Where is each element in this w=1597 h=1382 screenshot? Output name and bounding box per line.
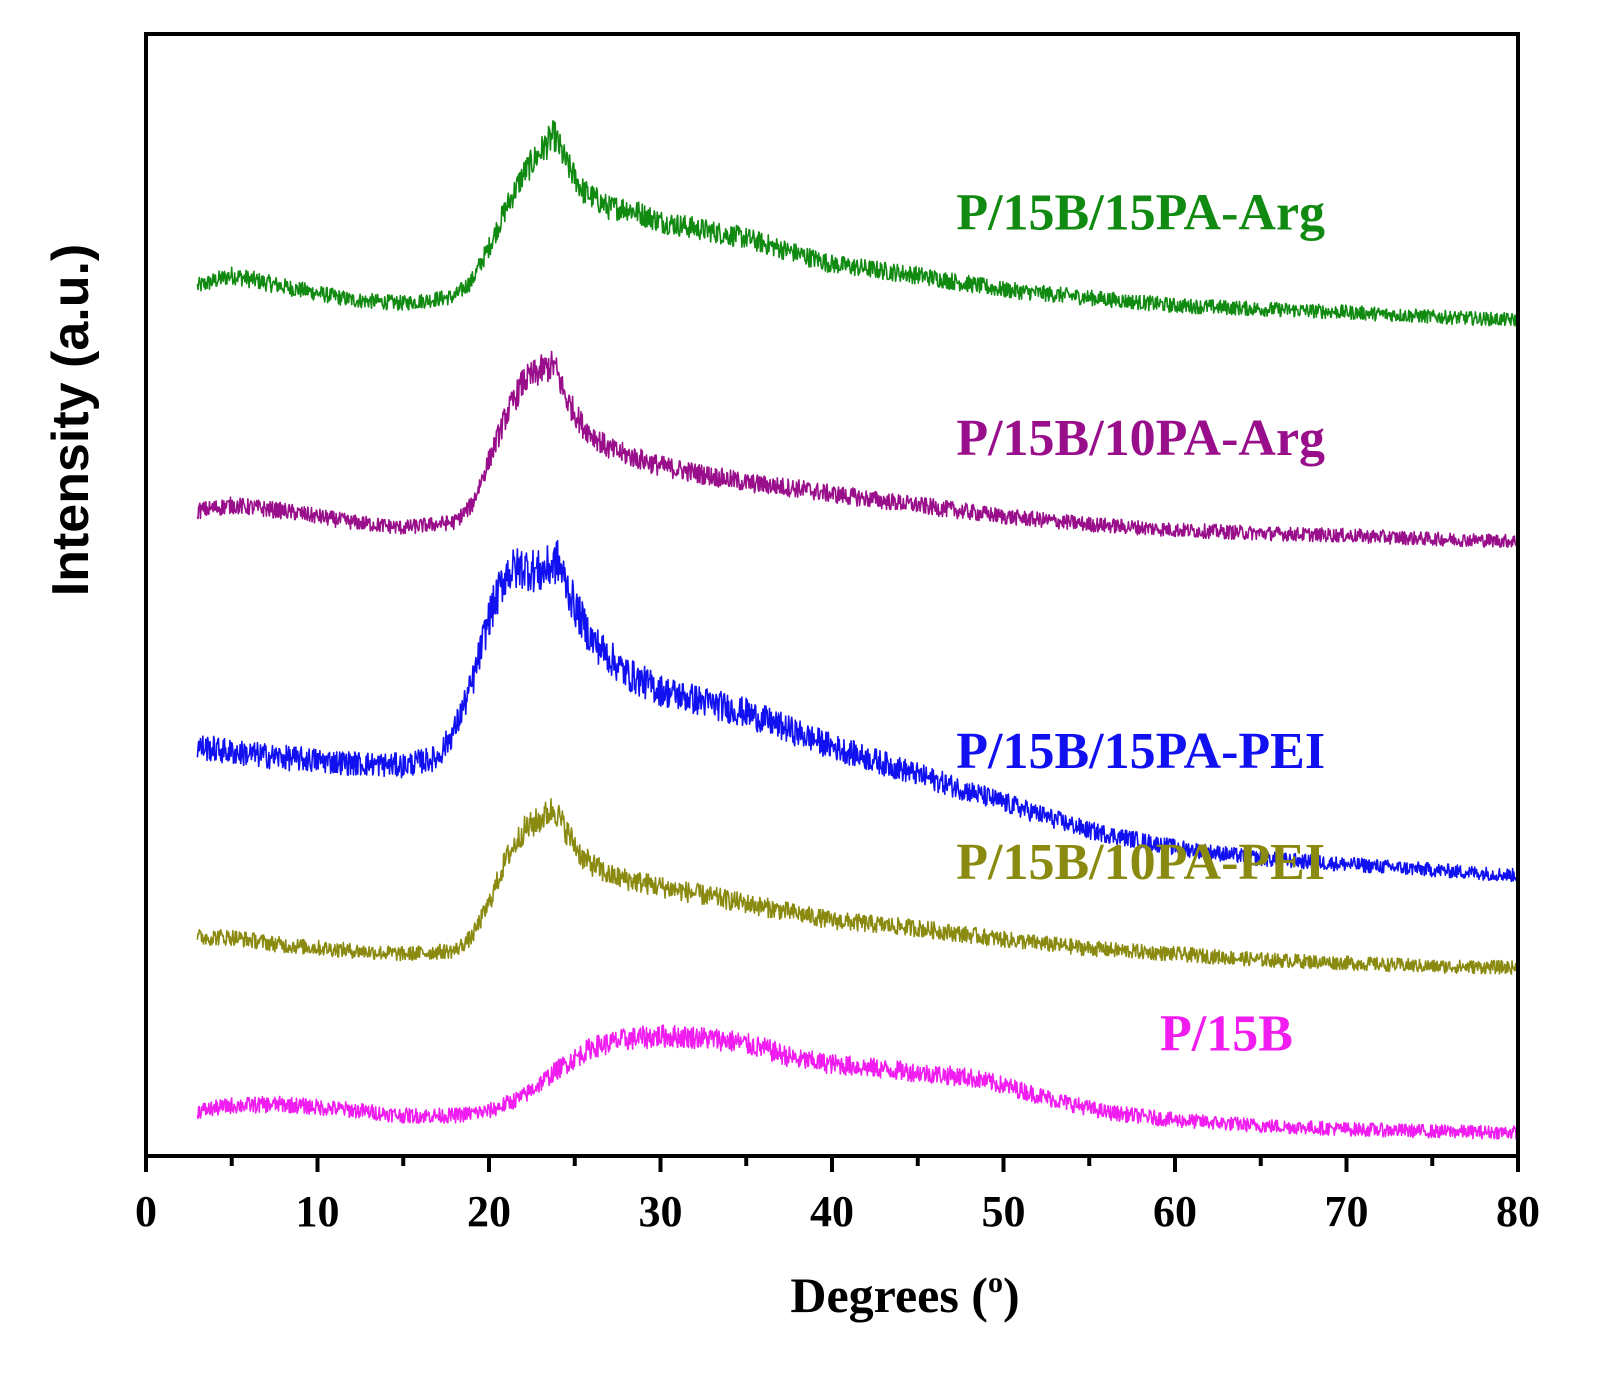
x-tick-label: 70 xyxy=(1325,1187,1369,1236)
x-tick-label: 80 xyxy=(1496,1187,1540,1236)
x-axis-title-superscript: o xyxy=(988,1266,1003,1299)
x-tick-label: 50 xyxy=(982,1187,1026,1236)
series-layer xyxy=(196,120,1519,1140)
series-label: P/15B/15PA-Arg xyxy=(956,184,1325,241)
x-tick-label: 60 xyxy=(1153,1187,1197,1236)
series-labels: P/15B/15PA-Arg P/15B/10PA-Arg P/15B/15PA-P… xyxy=(956,184,1325,1062)
x-tick-label: 20 xyxy=(467,1187,511,1236)
x-axis-title-end: ) xyxy=(1003,1267,1020,1323)
series-line xyxy=(196,798,1519,975)
series-line xyxy=(196,1024,1519,1140)
series-label: P/15B/15PA-PEI xyxy=(956,723,1325,780)
x-axis-title-main: Degrees ( xyxy=(790,1267,988,1323)
x-tick-label: 0 xyxy=(135,1187,157,1236)
x-axis-ticks: 0 10 20 30 40 50 60 70 80 xyxy=(135,1156,1540,1236)
x-tick-label: 10 xyxy=(296,1187,340,1236)
series-label: P/15B/10PA-Arg xyxy=(956,410,1325,467)
series-label: P/15B xyxy=(1160,1006,1293,1063)
series-label: P/15B/10PA-PEI xyxy=(956,834,1325,891)
x-tick-label: 30 xyxy=(639,1187,683,1236)
series-line xyxy=(196,120,1519,327)
y-axis-title: Intensity (a.u.) xyxy=(42,244,100,596)
series-line xyxy=(196,539,1519,883)
x-axis-title: Degrees (o) xyxy=(790,1266,1019,1323)
series-line xyxy=(196,350,1519,548)
x-tick-label: 40 xyxy=(810,1187,854,1236)
